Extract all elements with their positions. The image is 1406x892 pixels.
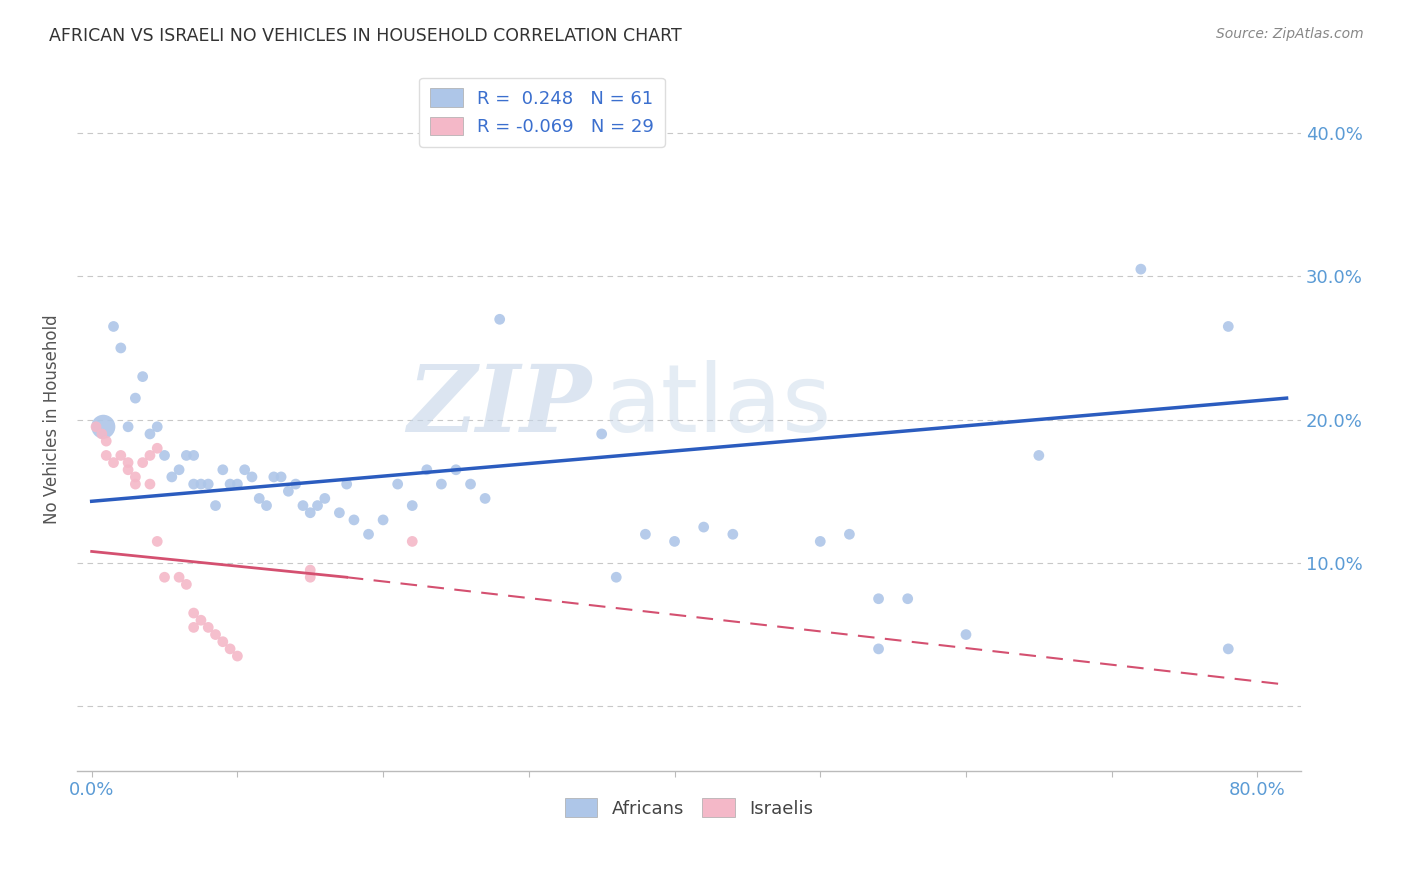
Point: [139, 426, 162, 441]
Point: [103, 319, 125, 334]
Point: [131, 456, 153, 470]
Point: [167, 570, 190, 584]
Point: [211, 634, 233, 648]
Point: [146, 442, 169, 456]
Point: [139, 477, 162, 491]
Point: [444, 463, 467, 477]
Point: [416, 463, 439, 477]
Point: [176, 449, 198, 463]
Point: [284, 477, 307, 491]
Point: [183, 620, 205, 634]
Point: [357, 527, 380, 541]
Point: [1129, 262, 1152, 277]
Text: ZIP: ZIP: [406, 360, 591, 450]
Point: [328, 506, 350, 520]
Point: [197, 620, 219, 634]
Point: [131, 369, 153, 384]
Text: Source: ZipAtlas.com: Source: ZipAtlas.com: [1216, 27, 1364, 41]
Point: [460, 477, 482, 491]
Point: [808, 534, 831, 549]
Point: [371, 513, 394, 527]
Point: [139, 449, 162, 463]
Point: [721, 527, 744, 541]
Point: [692, 520, 714, 534]
Point: [591, 426, 613, 441]
Point: [176, 577, 198, 591]
Point: [277, 484, 299, 499]
Point: [299, 506, 322, 520]
Point: [124, 391, 146, 405]
Legend: Africans, Israelis: Africans, Israelis: [558, 791, 821, 825]
Point: [291, 499, 314, 513]
Point: [299, 570, 322, 584]
Point: [233, 463, 256, 477]
Point: [183, 449, 205, 463]
Point: [401, 534, 423, 549]
Text: AFRICAN VS ISRAELI NO VEHICLES IN HOUSEHOLD CORRELATION CHART: AFRICAN VS ISRAELI NO VEHICLES IN HOUSEH…: [49, 27, 682, 45]
Point: [183, 606, 205, 620]
Point: [211, 463, 233, 477]
Point: [153, 570, 176, 584]
Point: [110, 449, 132, 463]
Point: [897, 591, 920, 606]
Point: [343, 513, 366, 527]
Point: [1218, 641, 1240, 656]
Point: [605, 570, 627, 584]
Point: [838, 527, 860, 541]
Point: [263, 470, 285, 484]
Point: [204, 627, 226, 641]
Point: [197, 477, 219, 491]
Point: [153, 449, 176, 463]
Point: [474, 491, 496, 506]
Point: [247, 491, 270, 506]
Point: [117, 419, 139, 434]
Point: [240, 470, 263, 484]
Point: [401, 499, 423, 513]
Point: [488, 312, 510, 326]
Point: [219, 641, 242, 656]
Point: [124, 477, 146, 491]
Point: [387, 477, 409, 491]
Point: [226, 477, 249, 491]
Point: [868, 641, 890, 656]
Point: [314, 491, 336, 506]
Point: [270, 470, 292, 484]
Point: [96, 449, 118, 463]
Point: [204, 499, 226, 513]
Point: [124, 470, 146, 484]
Point: [117, 463, 139, 477]
Point: [84, 419, 107, 434]
Point: [190, 613, 212, 627]
Point: [96, 434, 118, 449]
Point: [190, 477, 212, 491]
Point: [219, 477, 242, 491]
Text: atlas: atlas: [603, 359, 832, 451]
Point: [146, 419, 169, 434]
Point: [955, 627, 977, 641]
Point: [146, 534, 169, 549]
Point: [183, 477, 205, 491]
Point: [664, 534, 686, 549]
Point: [117, 456, 139, 470]
Point: [256, 499, 278, 513]
Point: [90, 426, 112, 441]
Point: [336, 477, 359, 491]
Point: [634, 527, 657, 541]
Point: [307, 499, 329, 513]
Point: [110, 341, 132, 355]
Point: [1028, 449, 1050, 463]
Point: [1218, 319, 1240, 334]
Point: [160, 470, 183, 484]
Point: [868, 591, 890, 606]
Point: [226, 648, 249, 663]
Point: [91, 419, 114, 434]
Y-axis label: No Vehicles in Household: No Vehicles in Household: [44, 315, 60, 524]
Point: [167, 463, 190, 477]
Point: [299, 563, 322, 577]
Point: [430, 477, 453, 491]
Point: [103, 456, 125, 470]
